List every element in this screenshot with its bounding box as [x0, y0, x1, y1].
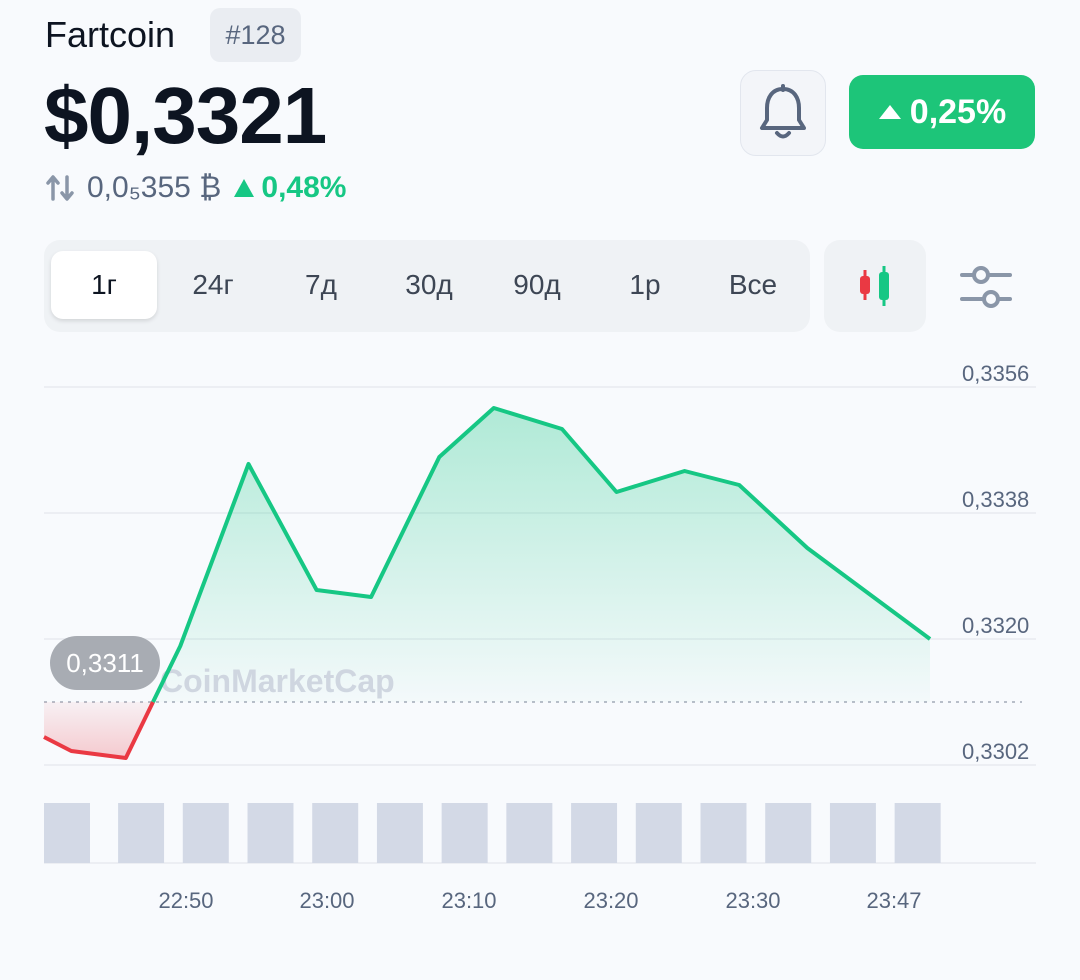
chart-settings-button[interactable]	[960, 262, 1012, 312]
change-value: 0,25%	[909, 92, 1007, 131]
volume-bar	[700, 803, 747, 863]
volume-bar	[829, 803, 876, 863]
sliders-icon	[960, 266, 1012, 308]
triangle-up-icon	[878, 105, 901, 119]
x-tick-label: 23:30	[725, 888, 780, 913]
tab-1y[interactable]: 1р	[629, 269, 661, 300]
price-chart[interactable]: CoinMarketCap 0,3356 0,3338 0,3320 0,3302 2…	[0, 350, 1080, 940]
x-tick-label: 23:00	[299, 888, 354, 913]
x-tick-label: 22:50	[158, 888, 213, 913]
tab-1h[interactable]: 1г	[51, 251, 157, 319]
volume-bar	[635, 803, 682, 863]
tab-all[interactable]: Все	[728, 269, 778, 300]
y-tick-label: 0,3320	[962, 613, 1029, 638]
volume-bar	[182, 803, 229, 863]
rank-badge: #128	[210, 8, 301, 62]
volume-bar	[376, 803, 423, 863]
volume-bar	[571, 803, 618, 863]
candlestick-icon	[860, 266, 889, 306]
triangle-up-icon	[234, 179, 255, 197]
tab-7d[interactable]: 7д	[305, 269, 337, 300]
time-range-tabs: 1г 24г 7д 30д 90д 1р Все	[44, 240, 810, 332]
volume-bar	[312, 803, 359, 863]
y-tick-label: 0,3338	[962, 487, 1029, 512]
watermark-text: CoinMarketCap	[160, 663, 395, 699]
candlestick-toggle[interactable]	[824, 240, 926, 332]
change-badge: 0,25%	[849, 75, 1035, 149]
volume-bar	[44, 803, 90, 863]
y-tick-label: 0,3302	[962, 739, 1029, 764]
open-price-label: 0,3311	[50, 636, 160, 690]
price-area-up	[153, 408, 930, 702]
x-tick-label: 23:10	[441, 888, 496, 913]
btc-price-row: 0,0₅355 ₿ 0,48%	[45, 168, 346, 208]
bell-icon	[760, 84, 806, 139]
volume-bar	[506, 803, 553, 863]
btc-change: 0,48%	[233, 171, 346, 205]
tab-30d[interactable]: 30д	[405, 269, 453, 300]
volume-bar	[894, 803, 941, 863]
y-tick-label: 0,3356	[962, 361, 1029, 386]
x-tick-label: 23:20	[583, 888, 638, 913]
coin-name: Fartcoin	[45, 14, 176, 55]
coin-price: $0,3321	[44, 71, 327, 160]
tab-90d[interactable]: 90д	[513, 269, 561, 300]
volume-bar	[441, 803, 488, 863]
volume-bar	[247, 803, 294, 863]
price-alert-button[interactable]	[740, 70, 826, 156]
price-line-down	[43, 701, 155, 760]
swap-arrows-icon[interactable]	[45, 173, 75, 203]
btc-price: 0,0₅355 ₿	[87, 171, 222, 204]
tab-24h[interactable]: 24г	[192, 269, 234, 300]
volume-bar	[765, 803, 812, 863]
x-tick-label: 23:47	[866, 888, 921, 913]
btc-change-value: 0,48%	[261, 171, 347, 204]
price-area-down	[44, 702, 153, 758]
price-line-up	[151, 406, 932, 703]
volume-bar	[118, 803, 165, 863]
